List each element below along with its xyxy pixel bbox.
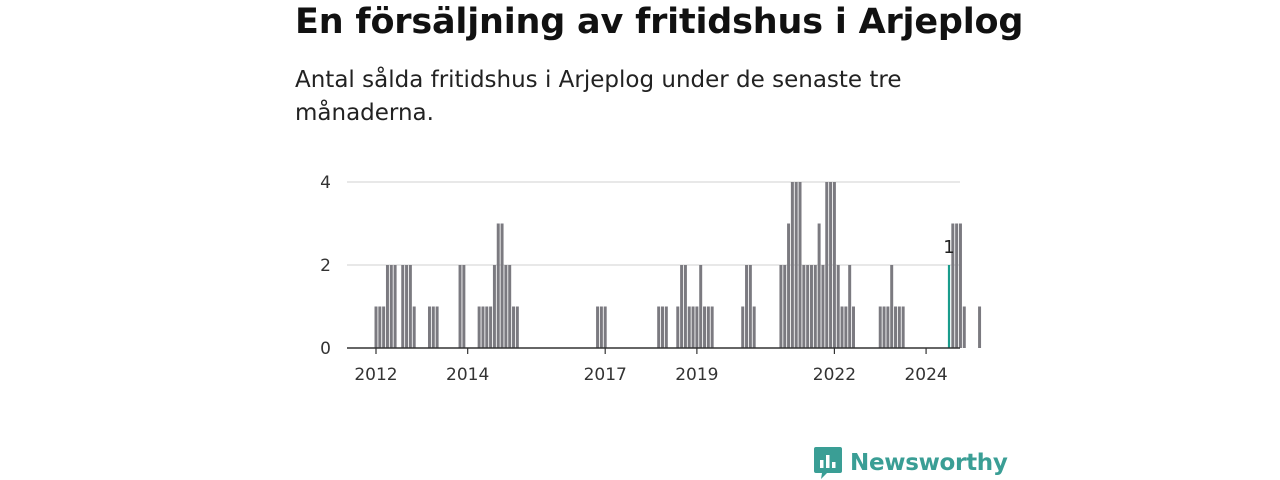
bar [496, 223, 500, 348]
bar [752, 306, 756, 348]
bar [840, 306, 844, 348]
bar [741, 306, 745, 348]
bar [435, 306, 439, 348]
bar [657, 306, 661, 348]
bar [695, 306, 699, 348]
bar [512, 306, 516, 348]
bar [844, 306, 848, 348]
x-tick-label: 2022 [813, 365, 856, 385]
bar [901, 306, 905, 348]
x-tick-label: 2017 [584, 365, 627, 385]
bar [500, 223, 504, 348]
bar [508, 265, 512, 348]
bar [836, 265, 840, 348]
bar [687, 306, 691, 348]
bars [374, 182, 982, 348]
axes [347, 347, 960, 354]
bar [378, 306, 382, 348]
chart-title: En försäljning av fritidshus i Arjeplog [295, 2, 1024, 42]
bar [691, 306, 695, 348]
y-tick-label: 0 [320, 339, 331, 359]
y-tick-label: 4 [320, 173, 331, 193]
bar [374, 306, 378, 348]
bar [890, 265, 894, 348]
bar [878, 306, 882, 348]
bar [492, 265, 496, 348]
bar [382, 306, 386, 348]
bar [661, 306, 664, 348]
bar [806, 265, 810, 348]
bar [489, 306, 493, 348]
bar [664, 306, 668, 348]
gridlines [347, 181, 960, 266]
bar [596, 306, 600, 348]
x-tick-label: 2019 [675, 365, 718, 385]
x-tick-label: 2012 [354, 365, 397, 385]
bar [683, 265, 687, 348]
bar [504, 265, 508, 348]
y-tick-label: 2 [320, 256, 331, 276]
bar [477, 306, 481, 348]
bar [748, 265, 752, 348]
bar [385, 265, 389, 348]
bar [848, 265, 852, 348]
bar [978, 306, 982, 348]
bar [412, 306, 416, 348]
bar [829, 182, 833, 348]
bar [710, 306, 714, 348]
bar [703, 306, 707, 348]
bar [817, 223, 821, 348]
bar [699, 265, 703, 348]
bar [481, 306, 485, 348]
bar [393, 265, 397, 348]
chart-subtitle: Antal sålda fritidshus i Arjeplog under … [295, 67, 902, 126]
bar [886, 306, 890, 348]
bar [745, 265, 749, 348]
bar [821, 265, 825, 348]
newsworthy-logo: Newsworthy [813, 446, 1008, 480]
x-tick-label: 2024 [904, 365, 947, 385]
bar [955, 223, 959, 348]
bar-chart-speech-bubble-icon [814, 447, 842, 479]
bar [825, 182, 829, 348]
bar [389, 265, 393, 348]
highlight-bar [947, 265, 951, 348]
bar [783, 265, 787, 348]
x-tick-label: 2014 [446, 365, 489, 385]
bar [809, 265, 813, 348]
labels: 0 2 4 1 2012 2014 2017 2019 2022 2024 [320, 173, 955, 385]
bar [951, 223, 955, 348]
bar [790, 182, 794, 348]
bar [427, 306, 431, 348]
bar [882, 306, 886, 348]
bar [897, 306, 901, 348]
bar [676, 306, 680, 348]
bar [958, 223, 962, 348]
bar [706, 306, 710, 348]
bar [852, 306, 855, 348]
bar [813, 265, 817, 348]
bar [431, 306, 435, 348]
brand-name: Newsworthy [850, 450, 1008, 476]
bar [405, 265, 409, 348]
bar [832, 182, 836, 348]
bar [458, 265, 462, 348]
bar-chart: 0 2 4 1 2012 2014 2017 2019 2022 2024 [320, 173, 982, 385]
bar [787, 223, 791, 348]
bar [485, 306, 489, 348]
bar [802, 265, 806, 348]
highlight-value-label: 1 [943, 237, 954, 258]
bar [779, 265, 783, 348]
bar [894, 306, 898, 348]
bar [401, 265, 405, 348]
bar [794, 182, 798, 348]
bar [599, 306, 603, 348]
bar [515, 306, 519, 348]
bar [408, 265, 412, 348]
bar [962, 306, 966, 348]
bar [680, 265, 684, 348]
bar [462, 265, 466, 348]
bar [798, 182, 802, 348]
bar [603, 306, 607, 348]
